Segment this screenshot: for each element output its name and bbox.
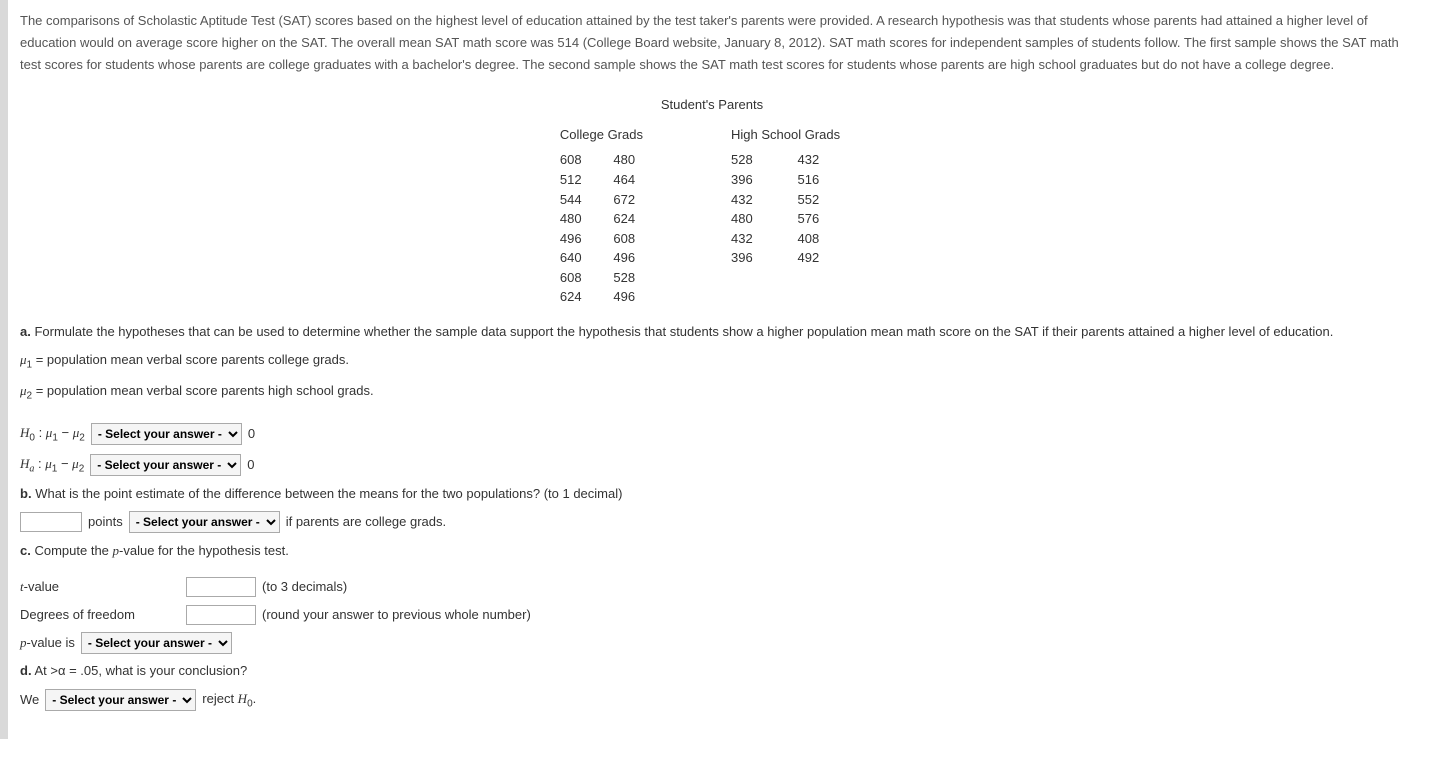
we-label: We — [20, 689, 39, 711]
cell: 432 — [731, 190, 798, 210]
table-title: Student's Parents — [661, 94, 763, 116]
cell: 496 — [560, 229, 614, 249]
mu2-definition: μ2 = population mean verbal score parent… — [20, 380, 1404, 405]
tvalue-hint: (to 3 decimals) — [262, 576, 347, 598]
table-row: 496 608 432 408 — [560, 229, 864, 249]
cell: 608 — [560, 150, 614, 170]
cell: 496 — [613, 248, 667, 268]
part-c-label: c. — [20, 543, 31, 558]
ha-select[interactable]: - Select your answer - — [90, 454, 241, 476]
cell: 516 — [798, 170, 865, 190]
df-label: Degrees of freedom — [20, 604, 180, 626]
cell: 432 — [731, 229, 798, 249]
part-c-text: Compute the p-value for the hypothesis t… — [34, 543, 288, 558]
tvalue-label: t-value — [20, 576, 180, 598]
cell: 528 — [613, 268, 667, 288]
cell: 624 — [613, 209, 667, 229]
cell: 640 — [560, 248, 614, 268]
cell: 528 — [731, 150, 798, 170]
cell: 672 — [613, 190, 667, 210]
ha-row: Ha : μ1 − μ2 - Select your answer - 0 — [20, 453, 1404, 478]
cell: 480 — [560, 209, 614, 229]
part-b-select[interactable]: - Select your answer - — [129, 511, 280, 533]
h0-rhs: 0 — [248, 423, 255, 445]
conclusion-select[interactable]: - Select your answer - — [45, 689, 196, 711]
cell: 480 — [613, 150, 667, 170]
table-row: 608 528 — [560, 268, 864, 288]
pvalue-row: p-value is - Select your answer - — [20, 632, 1404, 654]
part-b-label: b. — [20, 486, 32, 501]
conclusion-row: We - Select your answer - reject H0. — [20, 688, 1404, 713]
col-header-hs: High School Grads — [731, 122, 864, 150]
cell: 552 — [798, 190, 865, 210]
cell: 608 — [560, 268, 614, 288]
part-a-text: Formulate the hypotheses that can be use… — [34, 324, 1333, 339]
mu2-text: population mean verbal score parents hig… — [47, 383, 374, 398]
part-b: b. What is the point estimate of the dif… — [20, 483, 1404, 505]
data-table-wrap: Student's Parents College Grads High Sch… — [20, 94, 1404, 307]
part-d: d. At >α = .05, what is your conclusion? — [20, 660, 1404, 682]
cell: 480 — [731, 209, 798, 229]
cell: 576 — [798, 209, 865, 229]
table-row: 544 672 432 552 — [560, 190, 864, 210]
cell: 492 — [798, 248, 865, 268]
table-row: 640 496 396 492 — [560, 248, 864, 268]
cell: 608 — [613, 229, 667, 249]
pvalue-select[interactable]: - Select your answer - — [81, 632, 232, 654]
part-a-label: a. — [20, 324, 31, 339]
cell: 396 — [731, 170, 798, 190]
col-header-college: College Grads — [560, 122, 667, 150]
part-d-text: At >α = .05, what is your conclusion? — [34, 663, 247, 678]
cell: 496 — [613, 287, 667, 307]
cell: 544 — [560, 190, 614, 210]
df-input[interactable] — [186, 605, 256, 625]
ha-expression: Ha : μ1 − μ2 — [20, 453, 84, 478]
h0-row: H0 : μ1 − μ2 - Select your answer - 0 — [20, 422, 1404, 447]
part-d-label: d. — [20, 663, 32, 678]
ha-rhs: 0 — [247, 454, 254, 476]
mu1-text: population mean verbal score parents col… — [47, 352, 349, 367]
data-table: College Grads High School Grads 608 480 … — [560, 122, 864, 306]
point-estimate-input[interactable] — [20, 512, 82, 532]
conclusion-tail: reject H0. — [202, 688, 256, 713]
table-row: 608 480 528 432 — [560, 150, 864, 170]
table-row: 480 624 480 576 — [560, 209, 864, 229]
df-hint: (round your answer to previous whole num… — [262, 604, 531, 626]
cell: 464 — [613, 170, 667, 190]
part-b-tail: if parents are college grads. — [286, 511, 446, 533]
question-page: The comparisons of Scholastic Aptitude T… — [0, 0, 1420, 739]
tvalue-row: t-value (to 3 decimals) — [20, 576, 1404, 598]
intro-paragraph: The comparisons of Scholastic Aptitude T… — [20, 10, 1404, 76]
cell: 624 — [560, 287, 614, 307]
cell: 408 — [798, 229, 865, 249]
h0-expression: H0 : μ1 − μ2 — [20, 422, 85, 447]
part-b-answer-row: points - Select your answer - if parents… — [20, 511, 1404, 533]
tvalue-input[interactable] — [186, 577, 256, 597]
cell: 432 — [798, 150, 865, 170]
part-b-text: What is the point estimate of the differ… — [35, 486, 622, 501]
part-a: a. Formulate the hypotheses that can be … — [20, 321, 1404, 343]
cell: 396 — [731, 248, 798, 268]
table-row: 512 464 396 516 — [560, 170, 864, 190]
part-c: c. Compute the p-value for the hypothesi… — [20, 540, 1404, 562]
table-header-row: College Grads High School Grads — [560, 122, 864, 150]
cell: 512 — [560, 170, 614, 190]
df-row: Degrees of freedom (round your answer to… — [20, 604, 1404, 626]
table-row: 624 496 — [560, 287, 864, 307]
points-label: points — [88, 511, 123, 533]
mu1-definition: μ1 = population mean verbal score parent… — [20, 349, 1404, 374]
h0-select[interactable]: - Select your answer - — [91, 423, 242, 445]
pvalue-label: p-value is — [20, 632, 75, 654]
